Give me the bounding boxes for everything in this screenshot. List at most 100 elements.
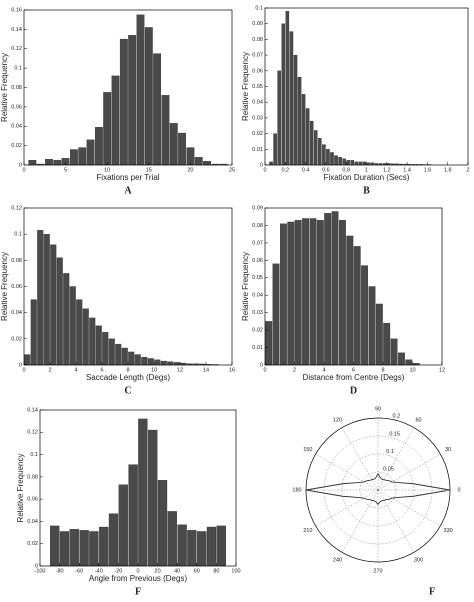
x-tick-label: 20 [187,167,193,173]
bar [280,224,287,365]
bar [162,95,170,165]
y-tick-label: 0.04 [11,124,22,130]
theta-tick-label: 300 [414,558,423,564]
theta-tick-label: 60 [415,417,421,423]
x-tick-label: 100 [231,568,240,574]
panel-label: C [124,385,131,396]
bar [115,344,121,365]
bar [347,236,354,365]
y-tick-label: 0.03 [252,310,263,316]
bar [359,162,362,165]
y-tick-label: 0.1 [30,452,38,458]
bar [203,161,211,165]
y-tick-label: 0 [19,162,22,168]
angular-grid [316,490,378,526]
y-tick-label: 0.04 [27,519,38,525]
bar [29,160,37,165]
bar [314,130,317,165]
x-tick-label: 0.4 [302,167,310,173]
bar [302,218,309,365]
bar [295,220,302,365]
bar [63,273,69,365]
y-tick-label: 0.04 [252,293,263,299]
bar [273,264,280,365]
bar [128,35,136,165]
bar [187,530,196,566]
bar [174,362,180,365]
bar [96,326,102,365]
bar [137,15,145,165]
y-tick-label: 0.09 [252,205,263,211]
bar [154,360,160,365]
bar [269,162,272,165]
bar [290,32,293,165]
panel-label: B [363,185,370,196]
theta-tick-label: 180 [292,487,301,493]
theta-tick-label: 330 [444,528,453,534]
bar [167,362,173,365]
x-tick-label: 10 [409,367,415,373]
x-tick-label: 0 [263,167,266,173]
bar [60,531,69,566]
x-tick-label: 14 [203,367,209,373]
theta-tick-label: 90 [375,406,381,412]
bar [170,123,178,165]
y-tick-label: 0 [260,362,263,368]
bar [54,160,62,165]
plot-frame [40,410,236,566]
bar [265,321,272,365]
bar [371,163,374,165]
theta-tick-label: 270 [373,568,382,574]
bar [158,480,167,566]
bar [109,339,115,365]
bar [112,76,120,165]
x-tick-label: 0 [22,367,25,373]
bar [334,156,337,165]
bar [80,530,89,566]
bar [330,152,333,165]
bar [83,309,89,365]
bar [145,27,153,165]
bar [363,162,366,165]
y-tick-label: 0.08 [11,258,22,264]
bar [50,245,56,365]
bar [99,527,108,566]
bar [148,358,154,365]
x-tick-label: 2 [293,367,296,373]
bar [89,318,95,365]
y-tick-label: 0.1 [255,5,263,11]
x-tick-label: 0 [22,167,25,173]
theta-tick-label: 150 [303,447,312,453]
bar [274,134,277,165]
y-tick-label: 0.06 [27,497,38,503]
y-tick-label: 0.06 [252,258,263,264]
y-tick-label: 0.03 [252,115,263,121]
y-axis-label: Relative Frequency [241,52,250,121]
y-tick-label: 0.09 [252,21,263,27]
x-axis-label: Distance from Centre (Degs) [303,373,405,382]
bar [70,150,78,166]
x-tick-label: 2 [48,367,51,373]
bar [355,162,358,165]
bar [310,121,313,165]
y-tick-label: 0.04 [252,100,263,106]
bar [78,148,86,165]
y-tick-label: 0.02 [11,336,22,342]
bar [102,332,108,365]
y-tick-label: 0.02 [27,541,38,547]
x-tick-label: 2 [466,167,469,173]
theta-tick-label: 120 [333,417,342,423]
y-axis-label: Relative Frequency [16,454,25,523]
bar [398,353,405,365]
y-tick-label: 0.01 [252,345,263,351]
theta-tick-label: 240 [333,558,342,564]
bar [128,352,134,365]
y-tick-label: 0.04 [11,310,22,316]
x-tick-label: 80 [213,568,219,574]
y-tick-label: 0.06 [11,284,22,290]
y-tick-label: 0.08 [252,223,263,229]
r-tick-label: 0.1 [386,449,394,455]
x-axis-label: Angle from Previous (Degs) [89,574,188,583]
bar [45,159,53,165]
